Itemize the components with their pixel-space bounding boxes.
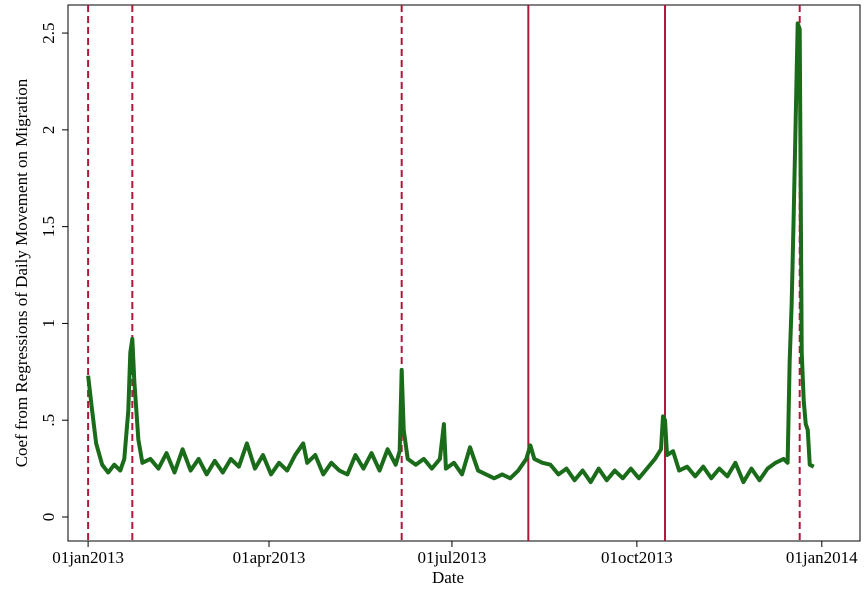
x-axis-label: Date: [432, 568, 464, 587]
y-tick-label: 1: [39, 319, 58, 328]
y-tick-label: 2.5: [39, 22, 58, 43]
plot-frame: [67, 4, 861, 542]
x-tick-label: 01jan2013: [52, 548, 124, 567]
y-tick-label: .5: [39, 414, 58, 427]
x-tick-label: 01jul2013: [417, 548, 486, 567]
y-tick-label: 0: [39, 513, 58, 522]
x-tick-label: 01oct2013: [601, 548, 673, 567]
x-tick-label: 01apr2013: [233, 548, 306, 567]
y-tick-label: 1.5: [39, 216, 58, 237]
y-tick-label: 2: [39, 126, 58, 135]
data-line: [86, 21, 815, 485]
y-axis-label: Coef from Regressions of Daily Movement …: [12, 78, 31, 467]
x-tick-label: 01jan2014: [786, 548, 858, 567]
